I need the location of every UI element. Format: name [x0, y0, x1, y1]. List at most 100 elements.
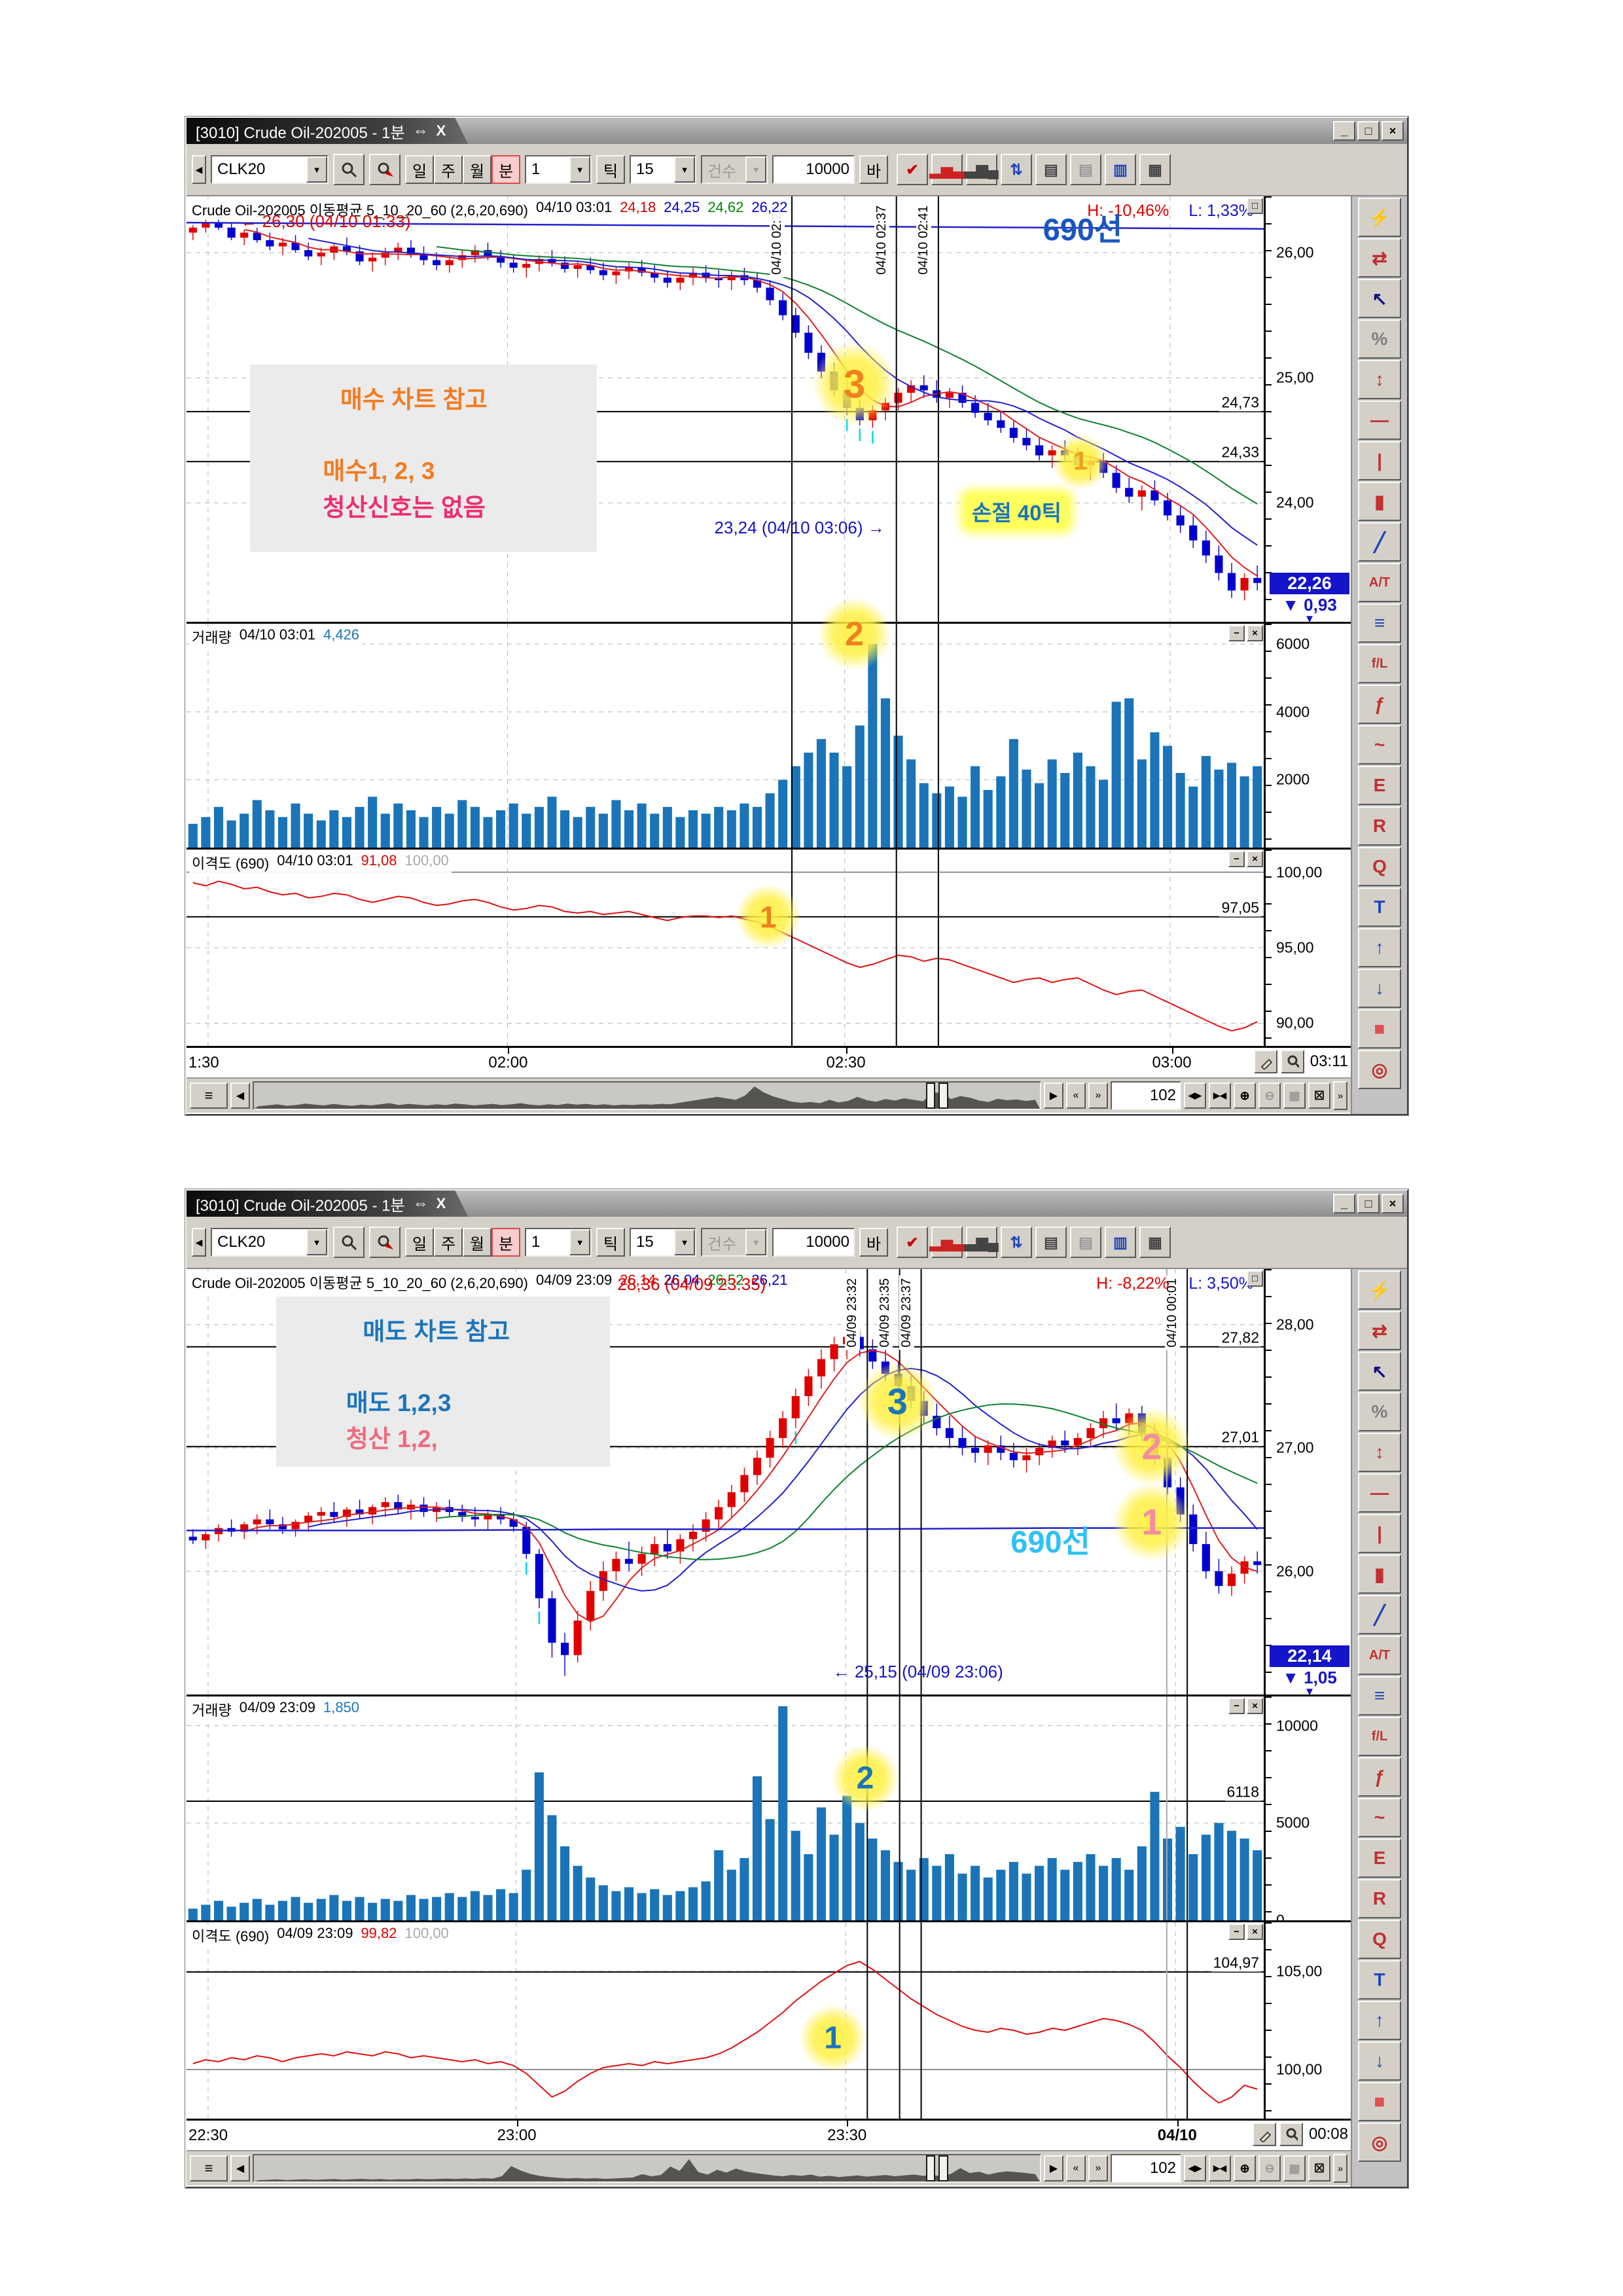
levels-icon[interactable]: ≡ [1358, 1676, 1401, 1715]
vertical-line-icon[interactable]: | [1358, 1514, 1401, 1553]
draw-pencil-icon[interactable] [1252, 2123, 1276, 2146]
interval-dropdown-icon[interactable]: ▼ [569, 156, 590, 183]
pane-close-icon[interactable]: × [1247, 625, 1263, 641]
formula-icon[interactable]: ƒ [1358, 1757, 1401, 1797]
formula-line-icon[interactable]: f/L [1358, 1717, 1401, 1756]
volume-pane[interactable]: 6118 2 5000 10000 0− × 거래량 04/09 23:09 1,850 [187, 1696, 1351, 1929]
levels-icon[interactable]: ≡ [1358, 603, 1401, 643]
print-icon[interactable]: ▤ [1070, 154, 1101, 185]
scroll-grip[interactable]: ≡ [190, 2155, 228, 2181]
volume-pane[interactable]: 2 2000 4000 6000 − × 거래량 04/10 03:01 4,426 [187, 598, 1351, 850]
shrink-range-icon[interactable]: ▶◀ [1209, 1083, 1231, 1109]
period-button-일[interactable]: 일 [405, 1228, 434, 1257]
tick-combo[interactable]: 15 ▼ [630, 155, 696, 184]
envelope-e-icon[interactable]: E [1358, 1839, 1401, 1878]
copy-chart-icon[interactable]: ▤ [1035, 1227, 1067, 1258]
back-button[interactable]: ◀ [192, 1228, 206, 1257]
minimize-button[interactable]: _ [1333, 121, 1355, 141]
copy-chart-icon[interactable]: ▤ [1035, 154, 1067, 185]
search-back-icon[interactable] [369, 154, 401, 185]
scroll-prev-icon[interactable]: « [1066, 1083, 1086, 1109]
auto-trend-icon[interactable]: A/T [1358, 1636, 1401, 1675]
formula-line-icon[interactable]: f/L [1358, 644, 1401, 683]
period-button-주[interactable]: 주 [434, 1228, 463, 1257]
more-icon[interactable]: » [1333, 2154, 1347, 2183]
data-table-icon[interactable]: ▦ [1139, 154, 1171, 185]
scroll-right-icon[interactable]: ▶ [1044, 2155, 1063, 2181]
pane-minimize-icon[interactable]: − [1228, 851, 1245, 867]
envelope-r-icon[interactable]: R [1358, 1879, 1401, 1918]
scroll-left-icon[interactable]: ◀ [230, 1083, 250, 1109]
symbol-combo[interactable]: CLK20 ▼ [211, 1228, 329, 1257]
window-titlebar[interactable]: [3010] Crude Oil-202005 - 1분 ⇔ X _ □ × [187, 118, 1407, 144]
period-button-월[interactable]: 월 [463, 155, 491, 184]
updown-arrows-icon[interactable]: ↕ [1358, 1433, 1401, 1472]
pane-restore-icon[interactable]: □ [1247, 1270, 1263, 1287]
horizontal-line-icon[interactable]: ― [1358, 1473, 1401, 1513]
window-title-tab[interactable]: [3010] Crude Oil-202005 - 1분 ⇔ X [187, 118, 468, 144]
interval-combo[interactable]: 1 ▼ [525, 1228, 592, 1257]
pane-restore-icon[interactable]: □ [1247, 198, 1263, 214]
disparity-pane[interactable]: 104,97 1 105,00 100,00 − × 이격도 (690) 04/09 23:0… [187, 1922, 1351, 2121]
price-pane[interactable]: 24,73 24,33 04/10 02:27 04/10 02:37 04/10 02… [187, 196, 1351, 624]
bar-button[interactable]: 바 [859, 1228, 888, 1257]
expand-range-icon[interactable]: ◀▶ [1184, 1083, 1206, 1109]
disparity-pane[interactable]: 97,05 1 95,00 90,00 100,00 − × 이격도 (690) 04/10 0… [187, 850, 1351, 1048]
arrow-up-icon[interactable]: ↑ [1358, 928, 1401, 967]
trend-line-icon[interactable]: ╱ [1358, 1595, 1401, 1634]
bar-count-input[interactable] [772, 155, 855, 184]
percent-icon[interactable]: % [1358, 319, 1401, 359]
target-icon[interactable]: ◎ [1358, 2123, 1401, 2162]
trend-line-icon[interactable]: ╱ [1358, 522, 1401, 562]
chart-red-bars-icon[interactable]: ▂▅▃ [929, 1227, 965, 1258]
close-button[interactable]: × [1382, 1194, 1404, 1213]
scroll-right-icon[interactable]: ▶ [1044, 1083, 1063, 1109]
horizontal-line-icon[interactable]: ― [1358, 401, 1401, 440]
arrow-down-icon[interactable]: ↓ [1358, 969, 1401, 1008]
pane-minimize-icon[interactable]: − [1228, 1924, 1245, 1940]
quote-list-icon[interactable]: Q [1358, 847, 1401, 886]
wave-icon[interactable]: ~ [1358, 1798, 1401, 1837]
period-button-월[interactable]: 월 [463, 1228, 491, 1257]
cursor-icon[interactable]: ↖ [1358, 279, 1401, 318]
zoom-magnifier-icon[interactable] [1279, 2123, 1303, 2146]
close-button[interactable]: × [1382, 121, 1404, 141]
period-button-주[interactable]: 주 [434, 155, 463, 184]
percent-icon[interactable]: % [1358, 1392, 1401, 1431]
more-icon[interactable]: » [1333, 1081, 1347, 1110]
scroll-track-minimap[interactable] [253, 1081, 1041, 1110]
quick-order-icon[interactable]: ⚡ [1358, 1270, 1401, 1310]
price-pane[interactable]: 27,82 27,01 04/09 23:32 04/09 23:35 04/09 23… [187, 1269, 1351, 1697]
scroll-track-minimap[interactable] [253, 2154, 1041, 2183]
zoom-magnifier-icon[interactable] [1280, 1050, 1304, 1073]
stop-icon[interactable]: ■ [1358, 2082, 1401, 2121]
shrink-range-icon[interactable]: ▶◀ [1209, 2155, 1231, 2181]
scroll-next-icon[interactable]: » [1088, 2155, 1108, 2181]
search-back-icon[interactable] [369, 1227, 401, 1258]
scroll-left-icon[interactable]: ◀ [230, 2155, 250, 2181]
period-button-일[interactable]: 일 [405, 155, 434, 184]
scroll-prev-icon[interactable]: « [1066, 2155, 1086, 2181]
target-icon[interactable]: ◎ [1358, 1050, 1401, 1089]
sort-updown-icon[interactable]: ⇅ [1001, 1227, 1032, 1258]
arrow-up-icon[interactable]: ↑ [1358, 2001, 1401, 2040]
quick-order-icon[interactable]: ⚡ [1358, 198, 1401, 237]
scroll-slider[interactable] [925, 1083, 948, 1109]
pane-close-icon[interactable]: × [1247, 1698, 1263, 1714]
formula-icon[interactable]: ƒ [1358, 685, 1401, 724]
arrow-down-icon[interactable]: ↓ [1358, 2041, 1401, 2081]
symbol-dropdown-icon[interactable]: ▼ [306, 156, 327, 183]
quote-list-icon[interactable]: Q [1358, 1920, 1401, 1959]
swap-icon[interactable]: ⇔ [412, 122, 429, 139]
pane-close-icon[interactable]: × [1247, 1924, 1263, 1940]
text-tool-icon[interactable]: T [1358, 1960, 1401, 2000]
search-icon[interactable] [333, 1227, 365, 1258]
window-titlebar[interactable]: [3010] Crude Oil-202005 - 1분 ⇔ X _ □ × [187, 1191, 1407, 1217]
cursor-icon[interactable]: ↖ [1358, 1352, 1401, 1391]
text-tool-icon[interactable]: T [1358, 888, 1401, 927]
wave-icon[interactable]: ~ [1358, 725, 1401, 764]
search-icon[interactable] [333, 154, 365, 185]
maximize-button[interactable]: □ [1357, 121, 1380, 141]
zoom-in-icon[interactable]: ⊕ [1234, 1083, 1256, 1109]
stop-icon[interactable]: ■ [1358, 1009, 1401, 1049]
